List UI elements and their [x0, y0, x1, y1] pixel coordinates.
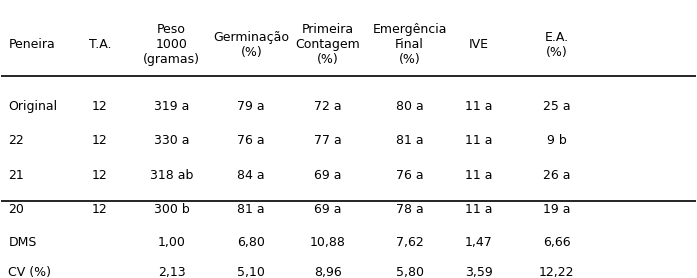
Text: Germinação
(%): Germinação (%) [213, 31, 289, 59]
Text: 22: 22 [8, 134, 24, 147]
Text: 12,22: 12,22 [539, 266, 574, 278]
Text: 300 b: 300 b [153, 203, 190, 216]
Text: 21: 21 [8, 168, 24, 182]
Text: 79 a: 79 a [238, 100, 265, 113]
Text: Emergência
Final
(%): Emergência Final (%) [372, 23, 447, 66]
Text: 81 a: 81 a [396, 134, 423, 147]
Text: 81 a: 81 a [238, 203, 265, 216]
Text: 69 a: 69 a [314, 168, 342, 182]
Text: 80 a: 80 a [396, 100, 424, 113]
Text: 72 a: 72 a [314, 100, 342, 113]
Text: 76 a: 76 a [396, 168, 423, 182]
Text: 78 a: 78 a [396, 203, 424, 216]
Text: 7,62: 7,62 [396, 235, 424, 249]
Text: 12: 12 [92, 134, 108, 147]
Text: 10,88: 10,88 [309, 235, 346, 249]
Text: 3,59: 3,59 [465, 266, 493, 278]
Text: Primeira
Contagem
(%): Primeira Contagem (%) [296, 23, 360, 66]
Text: 26 a: 26 a [543, 168, 571, 182]
Text: 319 a: 319 a [154, 100, 189, 113]
Text: 69 a: 69 a [314, 203, 342, 216]
Text: Original: Original [8, 100, 57, 113]
Text: 12: 12 [92, 100, 108, 113]
Text: 76 a: 76 a [238, 134, 265, 147]
Text: 77 a: 77 a [314, 134, 342, 147]
Text: 8,96: 8,96 [314, 266, 342, 278]
Text: 5,80: 5,80 [396, 266, 424, 278]
Text: 9 b: 9 b [547, 134, 567, 147]
Text: 1,00: 1,00 [158, 235, 185, 249]
Text: Peneira: Peneira [8, 38, 55, 51]
Text: 1,47: 1,47 [465, 235, 493, 249]
Text: 20: 20 [8, 203, 24, 216]
Text: 6,80: 6,80 [238, 235, 266, 249]
Text: 2,13: 2,13 [158, 266, 185, 278]
Text: E.A.
(%): E.A. (%) [544, 31, 569, 59]
Text: 11 a: 11 a [466, 168, 493, 182]
Text: 25 a: 25 a [543, 100, 571, 113]
Text: 6,66: 6,66 [543, 235, 571, 249]
Text: 11 a: 11 a [466, 203, 493, 216]
Text: 12: 12 [92, 168, 108, 182]
Text: 12: 12 [92, 203, 108, 216]
Text: 11 a: 11 a [466, 134, 493, 147]
Text: DMS: DMS [8, 235, 37, 249]
Text: Peso
1000
(gramas): Peso 1000 (gramas) [143, 23, 200, 66]
Text: 84 a: 84 a [238, 168, 265, 182]
Text: 19 a: 19 a [543, 203, 571, 216]
Text: 330 a: 330 a [154, 134, 189, 147]
Text: CV (%): CV (%) [8, 266, 52, 278]
Text: 11 a: 11 a [466, 100, 493, 113]
Text: 318 ab: 318 ab [150, 168, 193, 182]
Text: IVE: IVE [469, 38, 489, 51]
Text: T.A.: T.A. [89, 38, 112, 51]
Text: 5,10: 5,10 [238, 266, 266, 278]
